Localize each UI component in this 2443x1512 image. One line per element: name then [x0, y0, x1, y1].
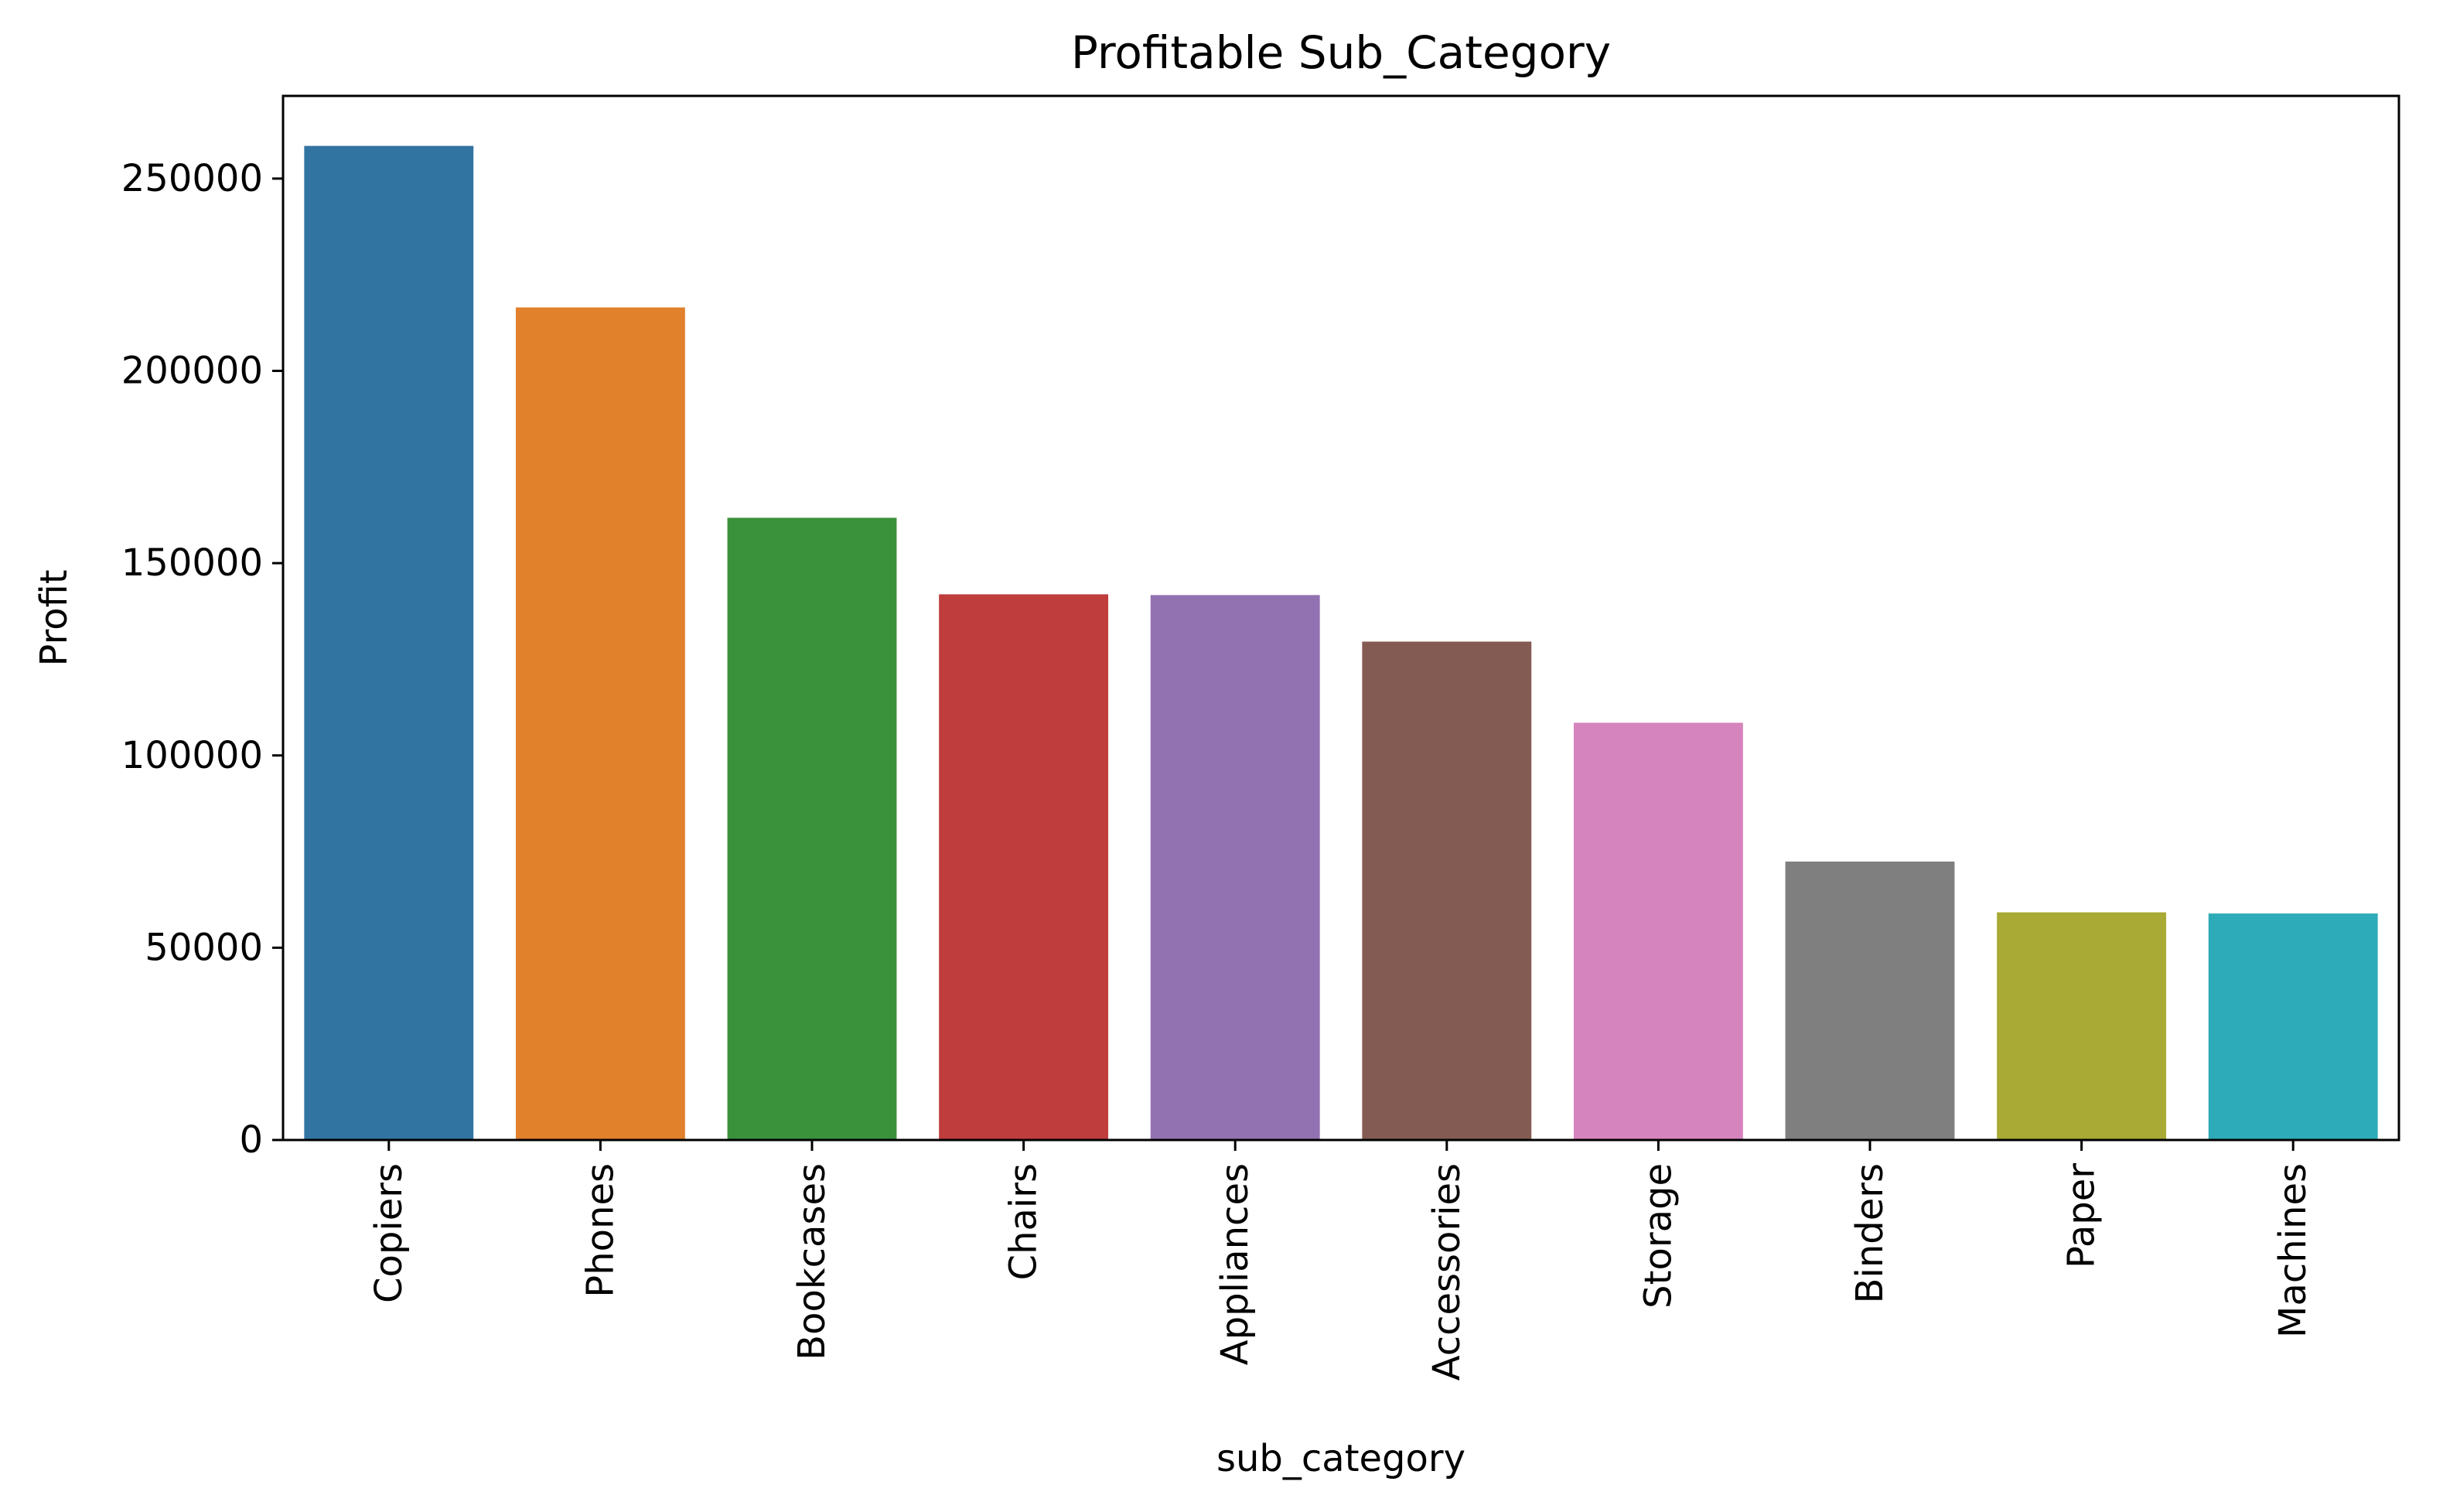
bar-appliances	[1150, 595, 1320, 1140]
bar-chairs	[939, 594, 1109, 1140]
y-axis: 0 50000 100000 150000 200000 250000	[121, 157, 283, 1162]
y-tick-label: 50000	[145, 926, 263, 969]
bar-copiers	[304, 145, 474, 1141]
y-tick-label: 100000	[121, 734, 263, 777]
bar-binders	[1785, 862, 1955, 1140]
chart-title: Profitable Sub_Category	[1071, 26, 1611, 79]
bars-group	[304, 145, 2378, 1141]
bar-paper	[1997, 912, 2167, 1140]
y-tick-label: 200000	[121, 350, 263, 393]
x-axis: Copiers Phones Bookcases Chairs Appliances Ac…	[367, 1140, 2315, 1381]
bar-bookcases	[727, 517, 897, 1140]
x-tick-label: Appliances	[1213, 1163, 1257, 1365]
x-tick-label: Chairs	[1002, 1163, 1046, 1280]
y-tick-label: 0	[239, 1118, 263, 1162]
bar-phones	[515, 307, 685, 1140]
bar-machines	[2208, 913, 2378, 1140]
x-tick-label: Bookcases	[790, 1163, 834, 1360]
x-tick-label: Storage	[1636, 1163, 1680, 1309]
y-tick-label: 250000	[121, 157, 263, 200]
x-tick-label: Accessories	[1425, 1163, 1469, 1381]
bar-accessories	[1362, 641, 1532, 1140]
x-tick-label: Binders	[1848, 1163, 1892, 1303]
x-axis-label: sub_category	[1216, 1437, 1465, 1480]
x-tick-label: Phones	[578, 1163, 622, 1298]
x-tick-label: Copiers	[367, 1163, 411, 1303]
y-axis-label: Profit	[32, 569, 76, 666]
plot-frame	[281, 94, 2400, 1142]
bar-storage	[1573, 722, 1743, 1140]
y-tick-label: 150000	[121, 541, 263, 585]
x-tick-label: Paper	[2060, 1163, 2104, 1268]
x-tick-label: Machines	[2271, 1163, 2315, 1338]
